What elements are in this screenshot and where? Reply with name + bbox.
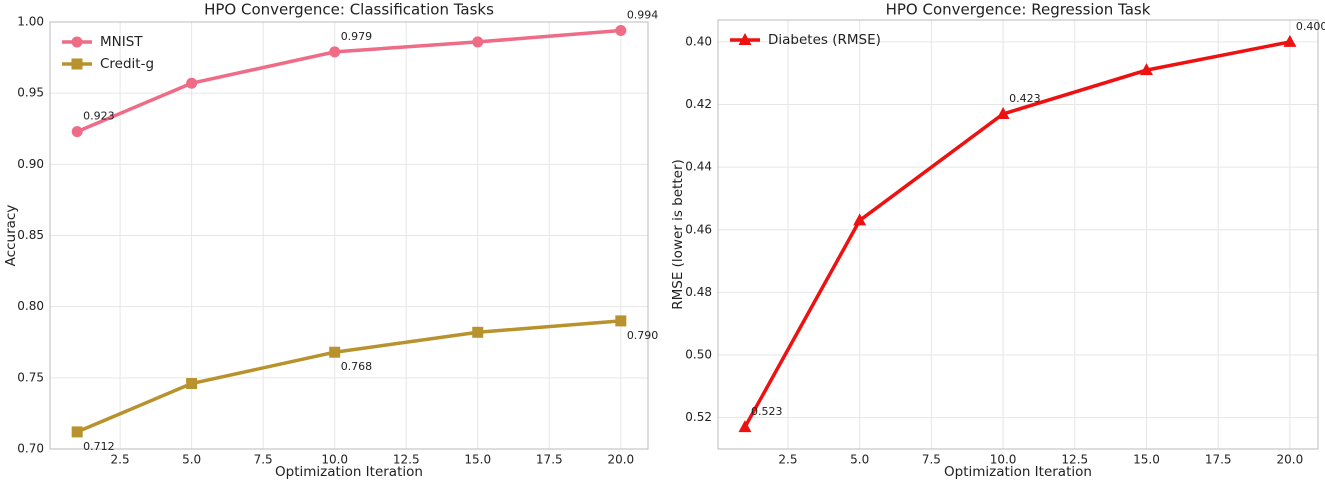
marker: [615, 315, 627, 327]
legend-marker: [738, 33, 752, 45]
marker: [329, 46, 341, 58]
marker: [472, 36, 484, 48]
marker: [71, 426, 83, 438]
value-label: 0.400: [1296, 20, 1325, 33]
y-tick-label: 0.44: [685, 160, 712, 174]
y-tick-label: 0.48: [685, 285, 712, 299]
marker: [996, 106, 1010, 119]
y-tick-label: 0.85: [17, 228, 44, 242]
marker: [329, 346, 341, 358]
y-tick-label: 0.50: [685, 348, 712, 362]
x-tick-label: 20.0: [607, 453, 634, 467]
value-label: 0.979: [341, 30, 373, 43]
y-tick-label: 0.70: [17, 442, 44, 456]
y-tick-label: 0.46: [685, 222, 712, 236]
legend-marker: [71, 58, 83, 70]
y-axis-label: RMSE (lower is better): [670, 159, 686, 310]
value-label: 0.923: [83, 110, 115, 123]
y-axis-label: Accuracy: [3, 205, 19, 267]
legend-label: Diabetes (RMSE): [768, 32, 881, 48]
value-label: 0.994: [627, 9, 659, 22]
x-axis-label: Optimization Iteration: [944, 464, 1092, 480]
x-tick-label: 5.0: [850, 453, 869, 467]
marker: [472, 326, 484, 338]
chart-title: HPO Convergence: Classification Tasks: [204, 1, 494, 19]
plot-frame: [49, 21, 649, 450]
marker: [1283, 34, 1297, 47]
y-tick-label: 0.75: [17, 370, 44, 384]
x-tick-label: 15.0: [1133, 453, 1160, 467]
x-tick-label: 12.5: [393, 453, 420, 467]
legend-label: Credit-g: [100, 56, 154, 72]
marker: [738, 420, 752, 433]
legend-marker: [71, 36, 83, 48]
x-tick-label: 17.5: [1205, 453, 1232, 467]
value-label: 0.712: [83, 440, 115, 453]
x-axis-label: Optimization Iteration: [275, 464, 423, 480]
chart-panel: 2.5 5.0 7.5 10.0 12.5 15.0 17.5 20.0 0.40 0.42 0.4…: [670, 1, 1325, 481]
x-tick-label: 7.5: [922, 453, 941, 467]
x-tick-label: 7.5: [254, 453, 273, 467]
y-tick-label: 0.40: [685, 34, 712, 48]
chart-title: HPO Convergence: Regression Task: [886, 1, 1151, 19]
y-tick-label: 0.42: [685, 97, 712, 111]
marker: [615, 25, 627, 37]
value-label: 0.790: [627, 329, 659, 342]
x-tick-label: 12.5: [1061, 453, 1088, 467]
value-label: 0.768: [341, 360, 373, 373]
x-tick-label: 2.5: [778, 453, 797, 467]
y-tick-label: 0.95: [17, 86, 44, 100]
x-tick-label: 10.0: [321, 453, 348, 467]
marker: [186, 378, 198, 390]
chart-panel: 2.5 5.0 7.5 10.0 12.5 15.0 17.5 20.0 0.70 0.75 0.8…: [3, 1, 658, 481]
x-tick-label: 5.0: [182, 453, 201, 467]
value-label: 0.523: [751, 405, 783, 418]
value-label: 0.423: [1009, 92, 1041, 105]
x-tick-label: 15.0: [464, 453, 491, 467]
y-tick-label: 0.80: [17, 299, 44, 313]
series-line: [76, 28, 621, 134]
plot-frame: [717, 19, 1319, 450]
x-tick-label: 17.5: [536, 453, 563, 467]
series-line: [76, 319, 621, 434]
y-tick-label: 1.00: [17, 15, 44, 29]
marker: [186, 77, 198, 89]
marker: [1139, 63, 1153, 76]
x-tick-label: 10.0: [990, 453, 1017, 467]
y-tick-label: 0.90: [17, 157, 44, 171]
marker: [853, 213, 867, 226]
x-tick-label: 20.0: [1277, 453, 1304, 467]
legend-label: MNIST: [100, 34, 143, 50]
x-tick-label: 2.5: [111, 453, 130, 467]
marker: [71, 126, 83, 138]
y-tick-label: 0.52: [685, 410, 712, 424]
